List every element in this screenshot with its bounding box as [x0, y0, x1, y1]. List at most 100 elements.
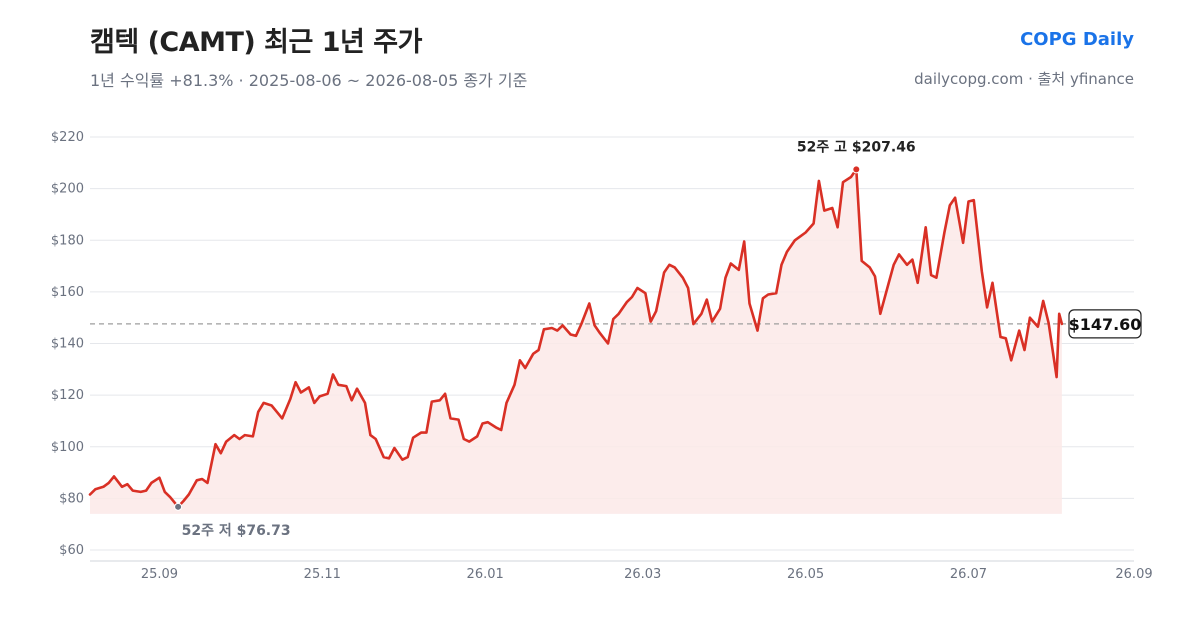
y-tick-label: $120 [51, 388, 84, 403]
price-line [88, 168, 1064, 509]
price-point [412, 437, 414, 439]
price-point [631, 296, 633, 298]
y-axis-ticks: $60 $80 $100 $120 $140 $160 $180 $200 $220 [51, 130, 84, 558]
x-tick-label: 25.11 [304, 567, 341, 582]
price-point [145, 489, 147, 491]
price-point [351, 399, 353, 401]
price-point [999, 336, 1001, 338]
price-point [756, 329, 758, 331]
price-point [1023, 349, 1025, 351]
price-point [879, 313, 881, 315]
x-tick-label: 26.01 [467, 567, 504, 582]
price-point [188, 493, 190, 495]
price-point [214, 443, 216, 445]
price-point [444, 393, 446, 395]
price-point [308, 386, 310, 388]
price-point [607, 342, 609, 344]
price-point [986, 306, 988, 308]
page-title: 캠텍 (CAMT) 최근 1년 주가 [90, 27, 422, 58]
price-point [252, 435, 254, 437]
price-point [949, 204, 951, 206]
price-point [439, 399, 441, 401]
x-tick-label: 25.09 [141, 567, 178, 582]
last-price-label: $147.60 [1069, 315, 1142, 334]
price-point [113, 475, 115, 477]
price-point [644, 292, 646, 294]
price-point [599, 332, 601, 334]
price-point [356, 388, 358, 390]
price-point [588, 302, 590, 304]
price-area [90, 169, 1062, 514]
price-point [375, 438, 377, 440]
price-point [289, 398, 291, 400]
price-point [1029, 317, 1031, 319]
y-tick-label: $80 [59, 491, 84, 506]
source-credit: dailycopg.com · 출처 yfinance [914, 70, 1134, 88]
price-point [345, 385, 347, 387]
price-point [850, 176, 852, 178]
price-point [225, 440, 227, 442]
price-point [196, 479, 198, 481]
price-point [388, 457, 390, 459]
price-point [294, 381, 296, 383]
price-point [300, 391, 302, 393]
price-point [505, 402, 507, 404]
price-point [836, 226, 838, 228]
price-point [407, 456, 409, 458]
y-tick-label: $100 [51, 440, 84, 455]
price-point [692, 323, 694, 325]
price-point [201, 478, 203, 480]
price-point [794, 239, 796, 241]
price-point [513, 384, 515, 386]
price-point [762, 297, 764, 299]
high-annotation: 52주 고 $207.46 [797, 139, 916, 155]
price-point [313, 402, 315, 404]
y-tick-label: $60 [59, 543, 84, 558]
price-point [730, 262, 732, 264]
price-point [463, 438, 465, 440]
price-point [556, 329, 558, 331]
price-point [738, 269, 740, 271]
price-point [930, 274, 932, 276]
price-point [786, 251, 788, 253]
price-point [663, 271, 665, 273]
price-point [780, 264, 782, 266]
price-point [537, 349, 539, 351]
price-point [1005, 337, 1007, 339]
price-point [799, 235, 801, 237]
price-point [337, 384, 339, 386]
price-point [121, 486, 123, 488]
brand-link[interactable]: COPG Daily [1020, 29, 1134, 50]
price-point [383, 456, 385, 458]
price-point [1037, 326, 1039, 328]
price-point [519, 359, 521, 361]
price-point [169, 496, 171, 498]
price-point [569, 333, 571, 335]
price-point [575, 335, 577, 337]
price-point [655, 310, 657, 312]
price-point [887, 283, 889, 285]
price-point [481, 422, 483, 424]
page-subtitle: 1년 수익률 +81.3% · 2025-08-06 ~ 2026-08-05 … [90, 71, 528, 90]
price-point [911, 258, 913, 260]
price-point [668, 264, 670, 266]
price-point [700, 313, 702, 315]
price-point [326, 393, 328, 395]
price-point [220, 452, 222, 454]
price-point [457, 418, 459, 420]
price-point [543, 328, 545, 330]
price-point [724, 277, 726, 279]
price-point [831, 207, 833, 209]
price-point [767, 293, 769, 295]
price-point [743, 240, 745, 242]
price-point [981, 270, 983, 272]
price-point [468, 440, 470, 442]
low-marker [174, 502, 183, 511]
price-point [140, 491, 142, 493]
price-point [618, 313, 620, 315]
price-point [126, 483, 128, 485]
price-point [593, 324, 595, 326]
price-point [818, 180, 820, 182]
price-point [962, 242, 964, 244]
